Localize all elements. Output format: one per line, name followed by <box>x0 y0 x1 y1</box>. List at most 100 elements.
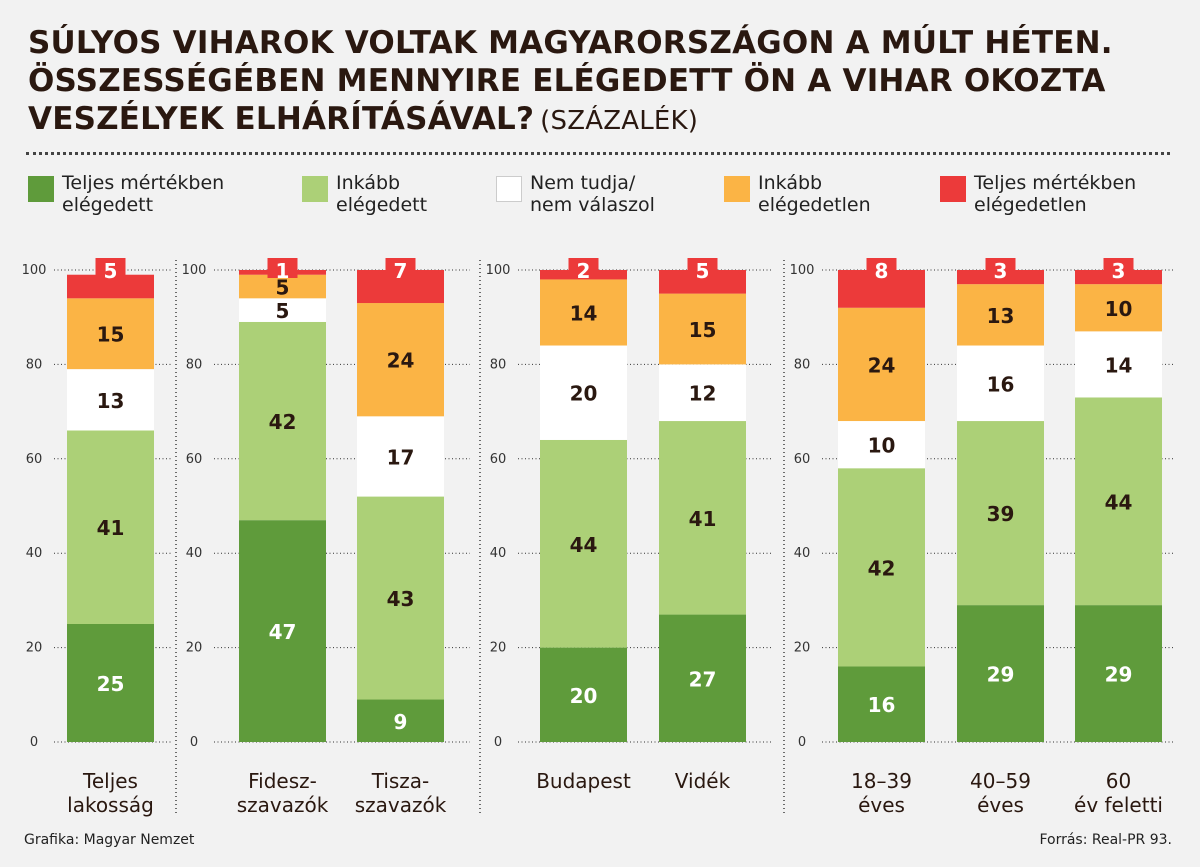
category-label: lakosság <box>67 793 154 817</box>
y-tick-label: 20 <box>490 641 507 656</box>
bar-segment <box>1075 331 1162 398</box>
top-label-tab <box>985 258 1016 278</box>
bar-segment <box>957 605 1044 742</box>
data-label: 7 <box>394 259 408 283</box>
data-label: 10 <box>868 434 896 458</box>
y-tick-label: 20 <box>794 641 811 656</box>
data-label: 8 <box>875 259 889 283</box>
legend-swatch-dont-know <box>496 176 522 202</box>
y-tick-label: 20 <box>186 641 203 656</box>
bar-segment <box>67 430 154 624</box>
data-label: 24 <box>387 349 415 373</box>
category-label: szavazók <box>355 793 447 817</box>
y-tick-label: 40 <box>26 546 43 561</box>
data-label: 25 <box>97 672 125 696</box>
y-tick-label: 0 <box>30 735 38 750</box>
data-label: 15 <box>689 318 717 342</box>
data-label: 2 <box>577 259 591 283</box>
bar-segment <box>239 321 326 521</box>
legend-label-rather-satisfied: Inkább elégedett <box>336 172 428 216</box>
category-label: Tisza- <box>371 769 430 793</box>
top-label-tab <box>568 258 599 278</box>
data-label: 42 <box>269 410 297 434</box>
data-label: 29 <box>1105 663 1133 687</box>
data-label: 16 <box>868 693 896 717</box>
data-label: 20 <box>570 684 598 708</box>
data-label: 39 <box>987 502 1015 526</box>
bar-segment <box>957 345 1044 422</box>
bar-segment <box>239 274 326 299</box>
category-label: éves <box>977 793 1024 817</box>
bar-segment <box>67 298 154 370</box>
data-label: 43 <box>387 587 415 611</box>
data-label: 5 <box>104 259 118 283</box>
bar-segment <box>67 624 154 742</box>
bar-segment <box>357 416 444 497</box>
bar-segment <box>659 293 746 365</box>
top-label-tab <box>687 258 718 278</box>
footer-credit: Grafika: Magyar Nemzet <box>24 832 195 848</box>
y-tick-label: 60 <box>186 452 203 467</box>
y-tick-label: 80 <box>490 357 507 372</box>
y-tick-label: 0 <box>798 735 806 750</box>
y-tick-label: 100 <box>486 263 511 278</box>
y-tick-label: 80 <box>794 357 811 372</box>
legend-item-dont-know: Nem tudja/ nem válaszol <box>496 172 655 216</box>
bar-segment <box>838 307 925 422</box>
y-tick-label: 40 <box>490 546 507 561</box>
legend: Teljes mértékben elégedett Inkább eléged… <box>28 172 1178 232</box>
legend-swatch-rather-dissatisfied <box>724 176 750 202</box>
data-label: 24 <box>868 353 896 377</box>
bar-segment <box>357 303 444 417</box>
data-label: 5 <box>276 299 290 323</box>
data-label: 41 <box>689 507 717 531</box>
bar-segment <box>838 666 925 742</box>
category-label: Budapest <box>536 769 631 793</box>
bar-segment <box>838 421 925 469</box>
legend-item-rather-dissatisfied: Inkább elégedetlen <box>724 172 871 216</box>
data-label: 9 <box>394 710 408 734</box>
y-tick-label: 0 <box>494 735 502 750</box>
bar-segment <box>838 468 925 667</box>
bar-segment <box>957 284 1044 346</box>
data-label: 20 <box>570 382 598 406</box>
y-tick-label: 80 <box>26 357 43 372</box>
category-label: év feletti <box>1074 793 1163 817</box>
category-label: 18–39 <box>851 769 912 793</box>
data-label: 15 <box>97 323 125 347</box>
title-line-1: SÚLYOS VIHAROK VOLTAK MAGYARORSZÁGON A M… <box>28 25 1113 61</box>
bar-segment <box>540 345 627 440</box>
dotted-divider <box>26 152 1170 155</box>
data-label: 27 <box>689 667 717 691</box>
data-label: 13 <box>97 389 125 413</box>
bar-segment <box>659 270 746 294</box>
data-label: 1 <box>276 259 290 283</box>
y-tick-label: 80 <box>186 357 203 372</box>
y-tick-label: 0 <box>190 735 198 750</box>
legend-item-rather-satisfied: Inkább elégedett <box>302 172 427 216</box>
data-label: 29 <box>987 663 1015 687</box>
data-label: 44 <box>570 533 598 557</box>
y-tick-label: 60 <box>490 452 507 467</box>
y-tick-label: 60 <box>26 452 43 467</box>
category-label: szavazók <box>237 793 329 817</box>
data-label: 14 <box>1105 353 1133 377</box>
y-tick-label: 100 <box>182 263 207 278</box>
chart-title: SÚLYOS VIHAROK VOLTAK MAGYARORSZÁGON A M… <box>28 24 1178 140</box>
bar-segment <box>67 274 154 299</box>
bar-segment <box>659 364 746 422</box>
bar-segment <box>1075 284 1162 332</box>
y-tick-label: 60 <box>794 452 811 467</box>
data-label: 5 <box>696 259 710 283</box>
y-tick-label: 40 <box>794 546 811 561</box>
legend-label-very-satisfied: Teljes mértékben elégedett <box>62 172 225 216</box>
legend-swatch-very-dissatisfied <box>940 176 966 202</box>
bar-segment <box>1075 605 1162 742</box>
title-unit: (SZÁZALÉK) <box>540 106 699 136</box>
data-label: 3 <box>994 259 1008 283</box>
bar-segment <box>239 520 326 742</box>
legend-label-very-dissatisfied: Teljes mértékben elégedetlen <box>974 172 1137 216</box>
category-label: 40–59 <box>970 769 1031 793</box>
legend-swatch-rather-satisfied <box>302 176 328 202</box>
data-label: 17 <box>387 445 415 469</box>
